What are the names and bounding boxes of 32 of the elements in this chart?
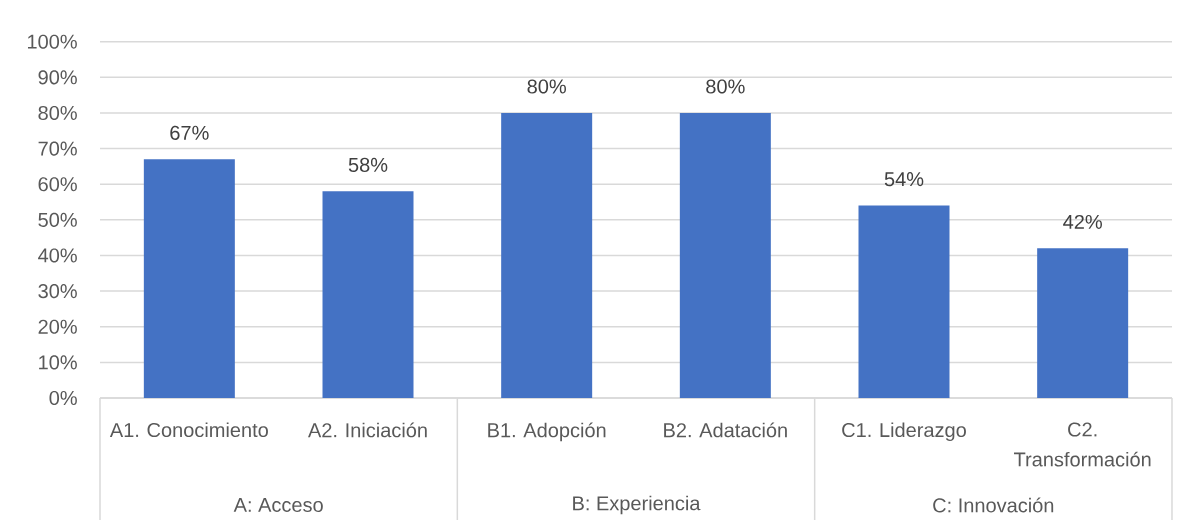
x-tick-label: B2. Adatación [664, 422, 787, 438]
data-label: 67% [170, 125, 209, 140]
data-label: 54% [884, 172, 924, 187]
y-tick-label: 10% [39, 355, 77, 370]
bar [679, 112, 771, 399]
text: C: Innovación [933, 497, 1054, 513]
bar [143, 159, 235, 399]
x-tick-label: C2. Transformación [1014, 422, 1151, 467]
x-tick-label: A2. Iniciación [308, 422, 427, 438]
text: A: Acceso [233, 498, 323, 512]
x-tick-label: B1. Adopción [488, 422, 606, 442]
data-label: 80% [527, 79, 566, 94]
y-tick-label: 40% [38, 248, 77, 263]
data-label: 80% [706, 79, 745, 94]
bar [501, 112, 593, 399]
y-tick-label: 30% [38, 284, 77, 299]
y-tick-label: 20% [38, 319, 77, 334]
y-tick-label: 60% [38, 177, 77, 192]
text: B: Experiencia [573, 495, 701, 515]
y-tick-label: 90% [38, 70, 77, 85]
data-label: 58% [348, 157, 388, 172]
bar [322, 191, 414, 399]
y-tick-label: 50% [38, 212, 77, 227]
x-tick-label: A1. Conocimiento [109, 422, 268, 438]
data-label: 42% [1063, 214, 1102, 229]
bar [858, 205, 950, 399]
y-tick-label: 100% [27, 34, 77, 49]
x-tick-label: C1. Liderazgo [842, 422, 966, 442]
y-tick-label: 80% [38, 105, 77, 121]
y-tick-label: 0% [49, 390, 77, 406]
bar [1037, 248, 1129, 399]
y-tick-label: 70% [38, 141, 77, 156]
